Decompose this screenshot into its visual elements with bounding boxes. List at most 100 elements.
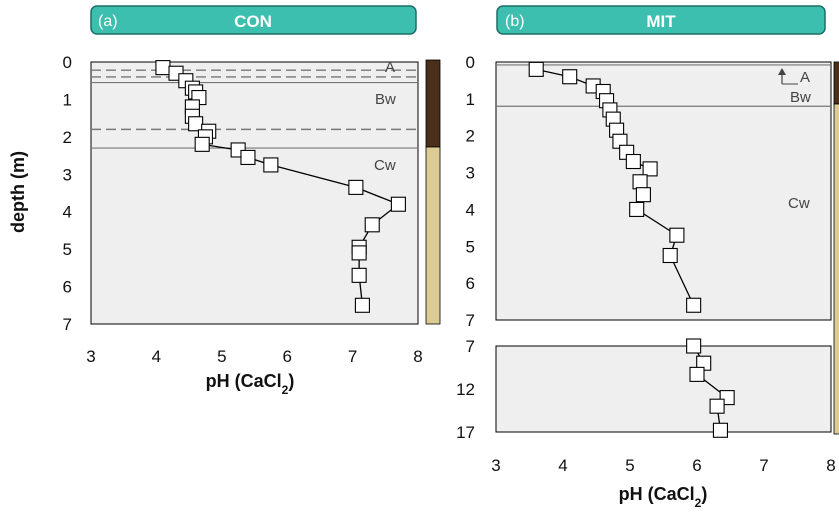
panel-b-soil-bar-dark (833, 61, 839, 105)
panel-a-x-tick-label: 4 (152, 347, 161, 366)
panel-b-y-tick-label: 1 (466, 90, 475, 109)
panel-b-horizon-a-label: A (800, 69, 810, 86)
panel-b-point (635, 187, 651, 203)
panel-a-point (351, 245, 367, 261)
panel-b-horizon-a-arrow (778, 68, 798, 85)
panel-b-lower-y-tick-label: 12 (456, 380, 475, 399)
panel-b-point (632, 174, 648, 190)
panel-b-y-tick-label: 5 (466, 237, 475, 256)
panel-b-x-tick-label: 6 (692, 456, 701, 475)
panel-a-x-tick-label: 8 (413, 347, 422, 366)
panel-a-x-ticks: 3 4 5 6 7 8 (86, 347, 422, 366)
panel-b-x-title-sub: 2 (695, 496, 702, 510)
panel-b-y-tick-label: 6 (466, 274, 475, 293)
panel-a-x-tick-label: 5 (217, 347, 226, 366)
panel-a-point (348, 179, 364, 195)
panel-b-lower-point (712, 422, 729, 438)
panel-b-x-tick-label: 7 (759, 456, 768, 475)
panel-a-y-ticks: 0 1 2 3 4 5 6 7 (63, 53, 72, 334)
panel-b-tag: (b) (505, 13, 525, 30)
panel-b-markers (528, 61, 702, 313)
panel-b-y-tick-label: 2 (466, 127, 475, 146)
panel-b-lower-y-ticks: 7 12 17 (456, 337, 475, 442)
panel-b-point (686, 297, 702, 313)
panel-a-point (240, 149, 256, 165)
panel-b-header-bar (496, 5, 826, 35)
panel-b-lower-markers (686, 338, 735, 438)
panel-b-soil-bar-light (833, 103, 839, 435)
panel-b-x-tick-label: 3 (491, 456, 500, 475)
panel-b-y-tick-label: 4 (466, 200, 475, 219)
panel-a-y-tick-label: 6 (63, 278, 72, 297)
panel-a-x-tick-label: 3 (86, 347, 95, 366)
panel-b-lower-y-tick-label: 17 (456, 423, 475, 442)
panel-b-point (669, 227, 685, 243)
panel-b-header: (b) MIT (496, 5, 826, 35)
panel-a-y-tick-label: 5 (63, 240, 72, 259)
panel-a-horizon-a-label: A (385, 59, 395, 76)
panel-b-point (528, 61, 544, 77)
panel-a-markers (155, 60, 406, 313)
panel-a-y-tick-label: 3 (63, 165, 72, 184)
panel-a-x-title-sub: 2 (282, 383, 289, 397)
panel-b-horizon-bw-label: Bw (790, 89, 811, 106)
panel-b-point (642, 161, 658, 177)
panel-a-tag: (a) (98, 13, 118, 30)
panel-b-x-tick-label: 8 (826, 456, 835, 475)
panel-a-soil-bar-light (425, 146, 441, 325)
panel-b-point (662, 247, 678, 264)
panel-b-x-tick-label: 4 (558, 456, 567, 475)
panel-b-lower-point (709, 398, 725, 414)
panel-b-y-ticks: 0 1 2 3 4 5 6 7 (466, 53, 475, 330)
panel-b-lower-plot-area (495, 345, 832, 433)
panel-b-point (562, 69, 578, 85)
panel-b-plot-area (495, 61, 832, 321)
panel-a-horizon-cw-label: Cw (374, 157, 396, 174)
panel-b-x-title-main: pH (CaCl (619, 484, 695, 504)
panel-a-point (194, 136, 210, 152)
panel-b-plot: A Bw Cw 0 1 2 3 4 5 6 7 (466, 53, 839, 435)
panel-b-x-ticks: 3 4 5 6 7 8 (491, 456, 835, 475)
panel-b-point (629, 201, 645, 217)
panel-b-lower-plot: 7 12 17 3 4 5 6 7 8 pH (CaCl2) (456, 337, 836, 510)
panel-a-y-tick-label: 1 (63, 90, 72, 109)
panel-b-y-tick-label: 3 (466, 164, 475, 183)
panel-a-soil-bar-dark (425, 59, 441, 148)
panel-b-point (625, 153, 641, 170)
panel-a-y-tick-label: 7 (63, 315, 72, 334)
panel-a-header-bar (90, 5, 417, 35)
panel-b-lower-point (686, 338, 702, 354)
panel-b-horizon-lines (496, 64, 831, 107)
panel-a-point (390, 196, 406, 212)
panel-a-x-title-end: ) (288, 371, 294, 391)
panel-a-plot: A Bw Cw 0 1 2 3 4 5 6 7 3 4 5 6 7 8 depth (m) pH (Ca… (8, 53, 441, 397)
panel-b-y-tick-label: 7 (466, 311, 475, 330)
arrow-head-icon (778, 68, 786, 75)
panel-b-horizon-cw-label: Cw (788, 195, 810, 212)
y-axis-title: depth (m) (8, 151, 28, 233)
panel-a-y-tick-label: 2 (63, 128, 72, 147)
panel-a-header: (a) CON (90, 5, 417, 35)
panel-a-x-axis-title: pH (CaCl2) (206, 371, 295, 397)
panel-a-point (188, 116, 204, 132)
panel-a-title: CON (234, 12, 272, 31)
panel-b-title: MIT (646, 12, 676, 31)
panel-b-x-axis-title: pH (CaCl2) (619, 484, 708, 510)
panel-a-point (351, 267, 367, 283)
panel-b-x-title-end: ) (701, 484, 707, 504)
panel-a-y-tick-label: 4 (63, 203, 72, 222)
panel-a-point (155, 60, 171, 76)
panel-a-x-tick-label: 7 (348, 347, 357, 366)
panel-a-point (263, 157, 279, 173)
panel-a-point (354, 297, 370, 313)
panel-a-x-tick-label: 6 (282, 347, 291, 366)
panel-a-x-title-main: pH (CaCl (206, 371, 282, 391)
panel-b-x-tick-label: 5 (625, 456, 634, 475)
panel-a-point (364, 217, 380, 233)
panel-b-lower-point (689, 366, 705, 382)
panel-b-y-tick-label: 0 (466, 53, 475, 72)
panel-a-y-tick-label: 0 (63, 53, 72, 72)
panel-a-horizon-lines (91, 69, 418, 149)
panel-b-lower-y-tick-label: 7 (466, 337, 475, 356)
